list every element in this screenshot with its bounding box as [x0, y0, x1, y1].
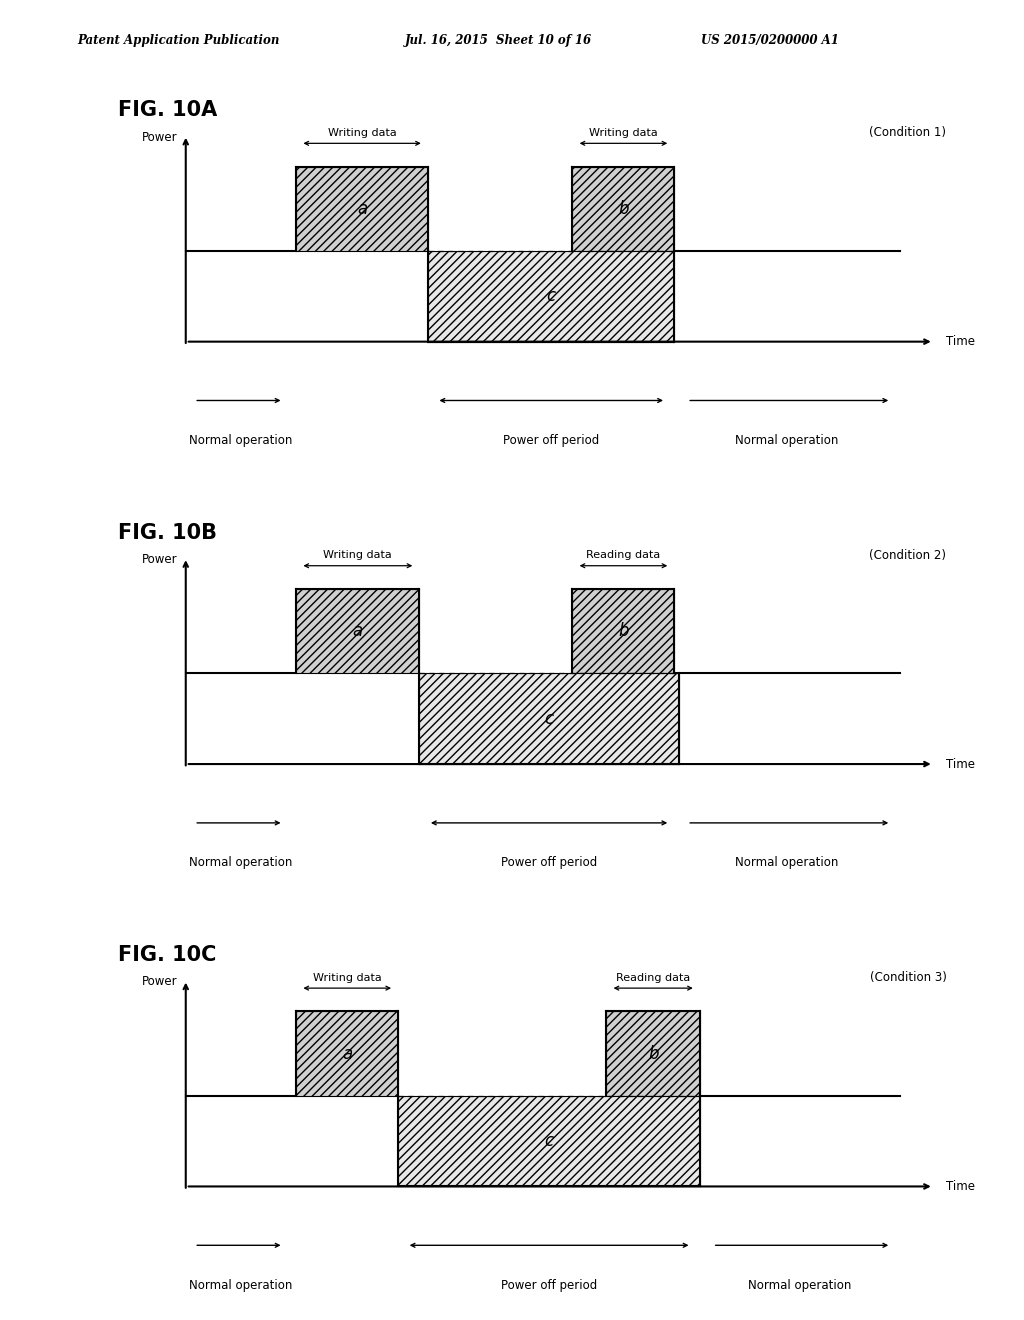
Text: Reading data: Reading data: [616, 973, 690, 983]
Text: a: a: [357, 199, 368, 218]
Text: a: a: [342, 1044, 352, 1063]
Text: FIG. 10B: FIG. 10B: [118, 523, 217, 543]
Text: Patent Application Publication: Patent Application Publication: [77, 34, 280, 48]
Text: Power off period: Power off period: [501, 857, 597, 870]
Text: Reading data: Reading data: [587, 550, 660, 561]
Bar: [296, 1011, 398, 1096]
Bar: [428, 251, 675, 342]
Text: a: a: [352, 622, 362, 640]
Text: Time: Time: [946, 1180, 976, 1193]
Text: (Condition 1): (Condition 1): [869, 127, 946, 140]
Text: Power: Power: [141, 553, 177, 566]
Text: Power: Power: [141, 131, 177, 144]
Text: FIG. 10C: FIG. 10C: [118, 945, 216, 965]
Text: b: b: [618, 622, 629, 640]
Text: Writing data: Writing data: [589, 128, 657, 139]
Bar: [572, 166, 675, 251]
Text: c: c: [545, 1133, 554, 1150]
Text: Power off period: Power off period: [501, 1279, 597, 1292]
Text: Normal operation: Normal operation: [189, 434, 293, 447]
Text: Jul. 16, 2015  Sheet 10 of 16: Jul. 16, 2015 Sheet 10 of 16: [404, 34, 592, 48]
Text: Time: Time: [946, 758, 976, 771]
Text: b: b: [618, 199, 629, 218]
Text: Normal operation: Normal operation: [189, 1279, 293, 1292]
Bar: [296, 589, 420, 673]
Text: (Condition 3): (Condition 3): [869, 972, 946, 985]
Text: Normal operation: Normal operation: [735, 857, 839, 870]
Bar: [398, 1096, 700, 1187]
Text: Writing data: Writing data: [328, 128, 396, 139]
Text: Normal operation: Normal operation: [735, 434, 839, 447]
Text: Normal operation: Normal operation: [749, 1279, 852, 1292]
Text: c: c: [547, 288, 556, 305]
Bar: [296, 166, 428, 251]
Text: US 2015/0200000 A1: US 2015/0200000 A1: [701, 34, 840, 48]
Text: Power: Power: [141, 975, 177, 989]
Text: Writing data: Writing data: [324, 550, 392, 561]
Text: Writing data: Writing data: [313, 973, 382, 983]
Bar: [420, 673, 679, 764]
Text: c: c: [545, 710, 554, 727]
Text: b: b: [648, 1044, 658, 1063]
Text: FIG. 10A: FIG. 10A: [118, 100, 217, 120]
Text: (Condition 2): (Condition 2): [869, 549, 946, 562]
Text: Normal operation: Normal operation: [189, 857, 293, 870]
Text: Time: Time: [946, 335, 976, 348]
Bar: [572, 589, 675, 673]
Text: Power off period: Power off period: [503, 434, 599, 447]
Bar: [606, 1011, 700, 1096]
